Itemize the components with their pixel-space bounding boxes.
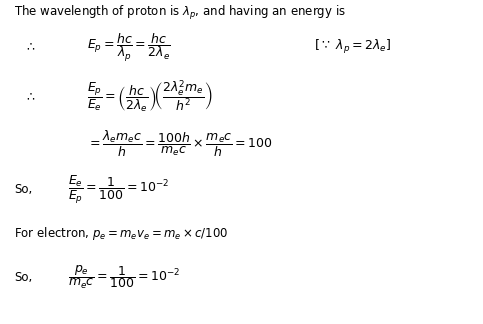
Text: $\therefore$: $\therefore$	[24, 40, 36, 53]
Text: For electron, $p_e = m_e v_e = m_e \times c/100$: For electron, $p_e = m_e v_e = m_e \time…	[14, 225, 229, 242]
Text: $\dfrac{E_p}{E_e} = \left(\dfrac{hc}{2\lambda_e}\right)\!\left(\dfrac{2\lambda_e: $\dfrac{E_p}{E_e} = \left(\dfrac{hc}{2\l…	[87, 79, 213, 115]
Text: $\dfrac{E_e}{E_p} = \dfrac{1}{100} = 10^{-2}$: $\dfrac{E_e}{E_p} = \dfrac{1}{100} = 10^…	[68, 174, 169, 205]
Text: So,: So,	[14, 183, 33, 196]
Text: $\dfrac{p_e}{m_e c} = \dfrac{1}{100} = 10^{-2}$: $\dfrac{p_e}{m_e c} = \dfrac{1}{100} = 1…	[68, 263, 180, 291]
Text: $\therefore$: $\therefore$	[24, 91, 36, 104]
Text: $[\because\ \lambda_p = 2\lambda_e]$: $[\because\ \lambda_p = 2\lambda_e]$	[314, 38, 391, 56]
Text: So,: So,	[14, 271, 33, 284]
Text: $= \dfrac{\lambda_e m_e c}{h} = \dfrac{100h}{m_e c} \times \dfrac{m_e c}{h} = 10: $= \dfrac{\lambda_e m_e c}{h} = \dfrac{1…	[87, 129, 272, 159]
Text: The wavelength of proton is $\lambda_p$, and having an energy is: The wavelength of proton is $\lambda_p$,…	[14, 4, 346, 22]
Text: $E_p = \dfrac{hc}{\lambda_p} = \dfrac{hc}{2\lambda_e}$: $E_p = \dfrac{hc}{\lambda_p} = \dfrac{hc…	[87, 31, 171, 63]
